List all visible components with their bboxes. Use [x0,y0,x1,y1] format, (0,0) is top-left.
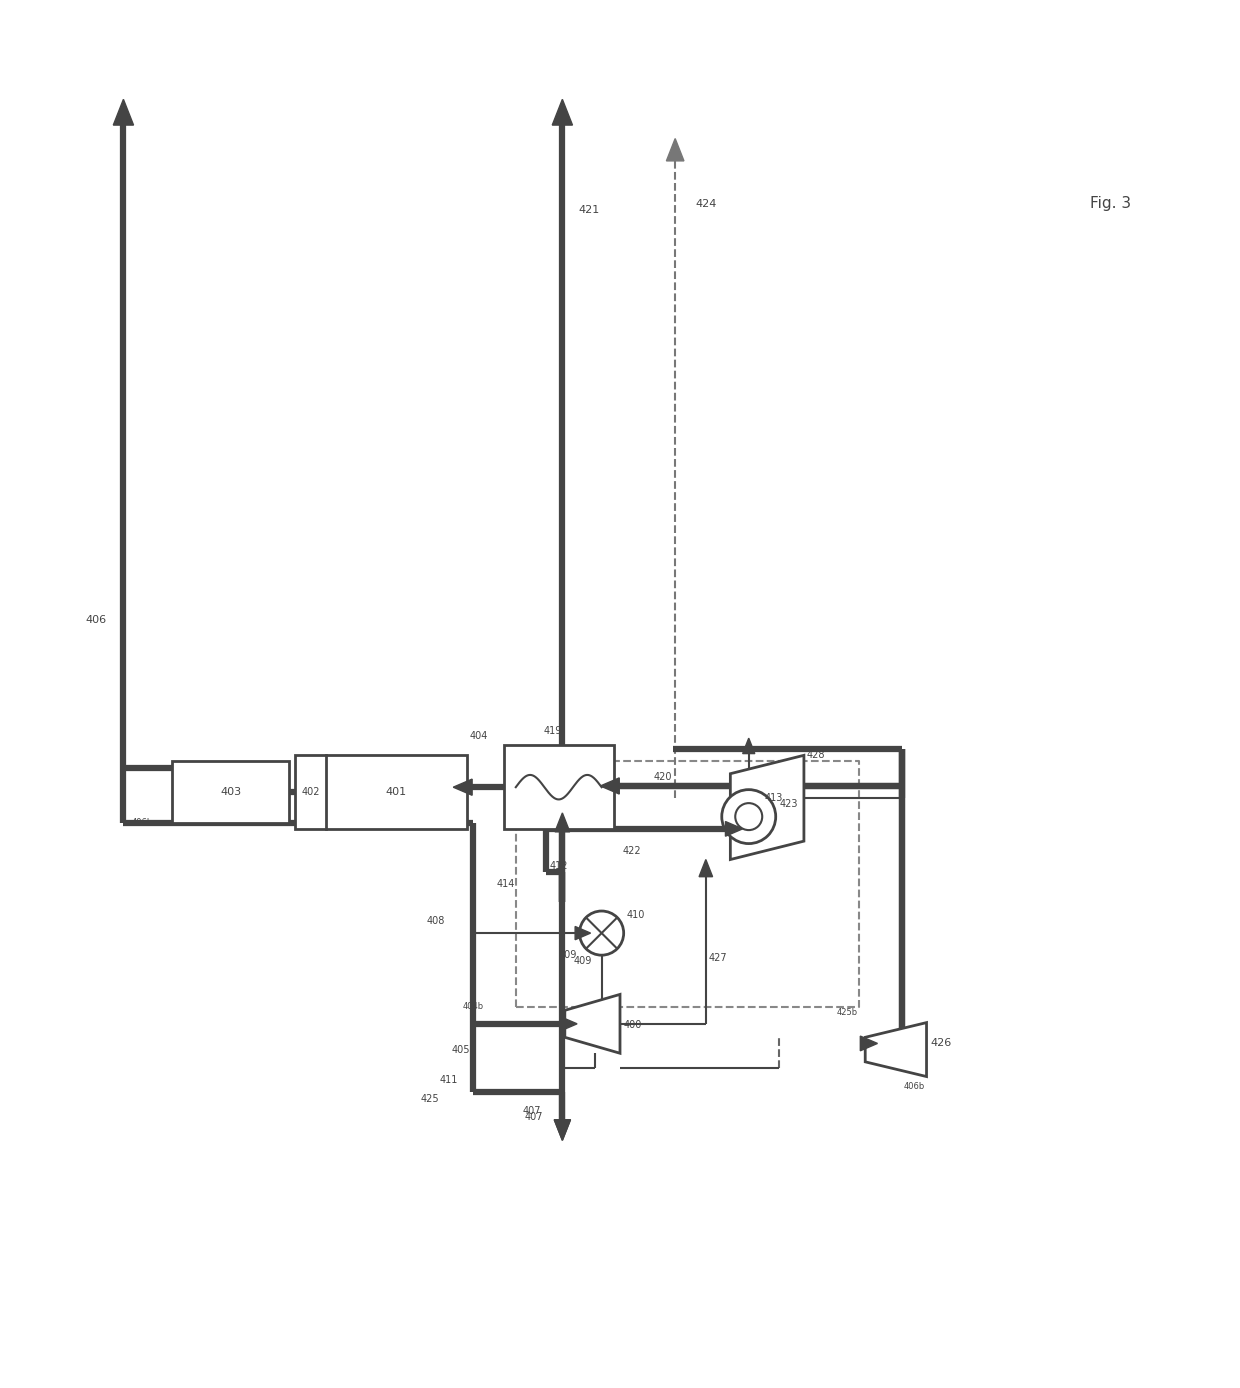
Text: 407: 407 [522,1106,541,1116]
Text: 408: 408 [427,916,445,926]
Text: 422: 422 [622,845,641,856]
Text: 404b: 404b [463,1002,484,1012]
Text: 405: 405 [451,1045,470,1055]
Polygon shape [554,1120,570,1141]
Polygon shape [861,1035,878,1051]
Circle shape [722,790,776,844]
Polygon shape [113,100,134,125]
Polygon shape [725,822,743,836]
Polygon shape [575,926,590,940]
Text: 426: 426 [930,1038,952,1048]
Text: 424: 424 [696,198,717,208]
Text: 404: 404 [470,730,489,741]
Text: 406: 406 [86,615,107,626]
Text: 409: 409 [574,956,593,966]
Text: 427: 427 [709,952,728,963]
Text: 428: 428 [807,751,826,761]
Polygon shape [552,100,573,125]
Text: 425b: 425b [836,1008,857,1017]
Text: 413: 413 [764,793,782,804]
Text: 401: 401 [386,787,407,797]
Bar [295,755,466,829]
Polygon shape [454,779,472,795]
Polygon shape [554,1120,570,1141]
Text: 412: 412 [549,861,568,870]
Polygon shape [730,755,804,859]
Bar [503,745,614,829]
Text: 403: 403 [221,787,242,797]
Polygon shape [743,738,755,754]
Text: 421: 421 [579,204,600,215]
Text: 419: 419 [543,726,562,736]
Text: 406b: 406b [904,1081,925,1091]
Text: 406b: 406b [131,819,153,827]
Text: 410: 410 [626,909,645,920]
Text: 423: 423 [780,799,799,809]
Text: 400: 400 [622,1020,641,1030]
Text: 407: 407 [525,1112,543,1122]
Text: 411: 411 [439,1076,458,1085]
Polygon shape [666,139,684,161]
Text: 425: 425 [420,1094,439,1103]
Circle shape [579,911,624,955]
Polygon shape [556,813,570,831]
Text: 420: 420 [653,772,672,783]
Polygon shape [600,777,619,794]
Polygon shape [699,859,713,877]
Circle shape [735,804,763,830]
Bar [172,762,289,823]
Text: 409: 409 [558,951,577,960]
Text: Fig. 3: Fig. 3 [1090,196,1131,211]
Text: 402: 402 [301,787,320,797]
Text: 414: 414 [497,879,515,890]
Polygon shape [866,1023,926,1077]
Polygon shape [565,994,620,1053]
Polygon shape [560,1016,577,1031]
